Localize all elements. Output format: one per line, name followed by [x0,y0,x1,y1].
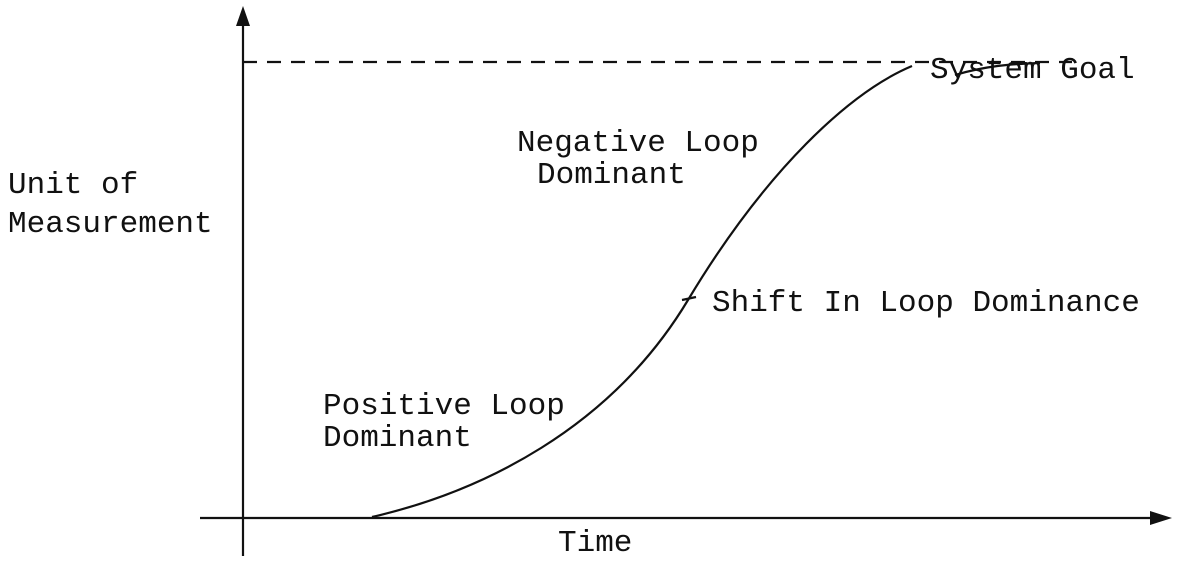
s-curve [371,64,913,519]
y-label: Measurement [8,207,213,242]
shift-mark [681,295,697,302]
y-label: Unit of [8,168,138,203]
annotation: System Goal [930,53,1135,88]
annotation: Shift In Loop Dominance [712,286,1140,321]
annotation: Negative Loop [517,126,759,161]
annotation: Dominant [323,421,472,456]
goal-stroke [954,61,1041,77]
annotation: Dominant [537,158,686,193]
y-axis-arrow [236,6,250,26]
x-axis-arrow [1150,511,1172,525]
annotation: Positive Loop [323,389,565,424]
x-label: Time [558,526,632,561]
